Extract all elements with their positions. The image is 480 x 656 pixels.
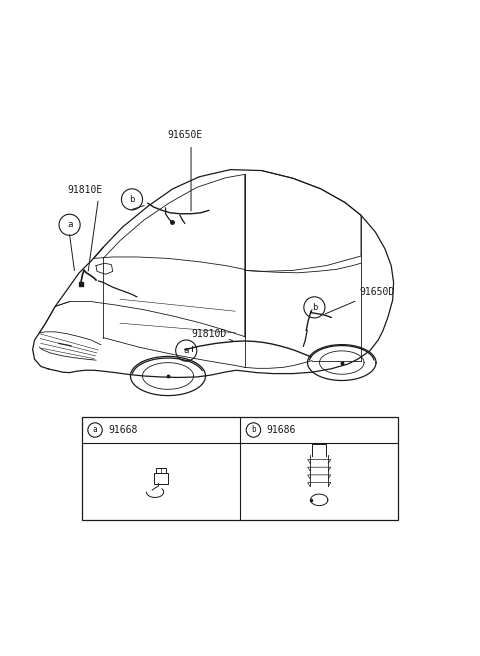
Text: 91650E: 91650E — [167, 131, 203, 140]
Text: b: b — [312, 303, 317, 312]
Text: 91810D: 91810D — [191, 329, 227, 338]
Text: a: a — [93, 426, 97, 434]
Text: 91650D: 91650D — [359, 287, 394, 297]
Text: a: a — [183, 346, 189, 355]
Text: b: b — [251, 426, 256, 434]
Text: 91686: 91686 — [266, 425, 296, 435]
Text: 91668: 91668 — [108, 425, 137, 435]
Bar — [82, 417, 398, 520]
Text: b: b — [129, 195, 135, 204]
Bar — [154, 472, 168, 483]
Text: 91810E: 91810E — [68, 184, 103, 195]
Text: a: a — [67, 220, 72, 230]
